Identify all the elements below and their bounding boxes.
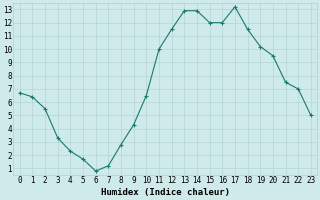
X-axis label: Humidex (Indice chaleur): Humidex (Indice chaleur) xyxy=(101,188,230,197)
